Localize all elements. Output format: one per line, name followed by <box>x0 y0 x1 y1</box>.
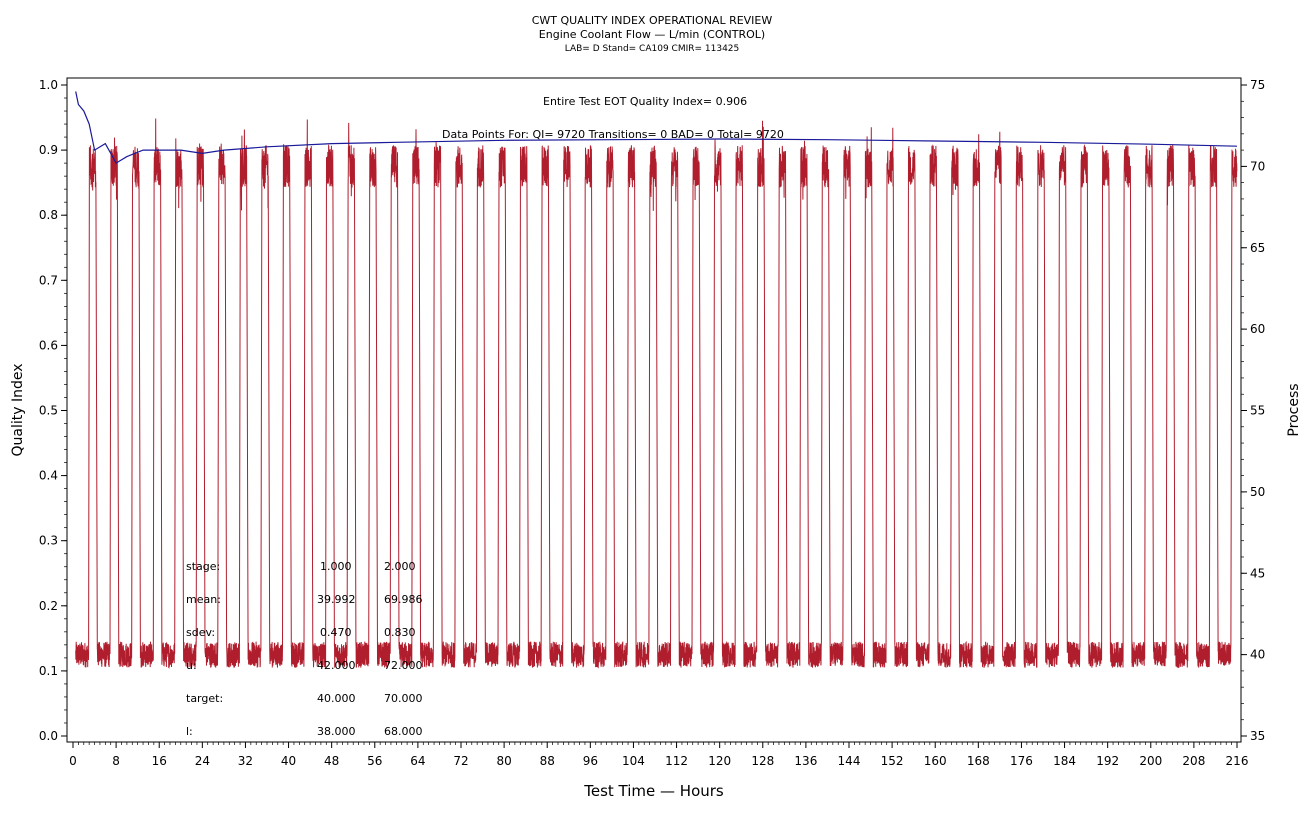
x-tick-label: 16 <box>152 754 167 768</box>
y-tick-label: 0.0 <box>39 729 58 743</box>
stat-value: 38.000 <box>317 725 356 738</box>
stat-label: target: <box>186 692 224 705</box>
x-tick-label: 112 <box>665 754 688 768</box>
axes: 0 8 16 24 32 40 48 56 64 72 80 88 96 104 112 120 128 136 1… <box>39 78 1265 768</box>
x-tick-label: 200 <box>1139 754 1162 768</box>
chart-subtitle: Engine Coolant Flow — L/min (CONTROL) <box>538 28 766 41</box>
x-tick-label: 96 <box>583 754 598 768</box>
y2-tick-label: 35 <box>1250 729 1265 743</box>
x-tick-label: 80 <box>496 754 511 768</box>
y-axis-label: Quality Index <box>10 363 26 457</box>
stat-value: 39.992 <box>317 593 356 606</box>
y2-tick-label: 75 <box>1250 78 1265 92</box>
x-tick-label: 72 <box>453 754 468 768</box>
y2-tick-label: 55 <box>1250 404 1265 418</box>
stat-label: u: <box>186 659 197 672</box>
x-tick-label: 152 <box>881 754 904 768</box>
y-tick-label: 1.0 <box>39 78 58 92</box>
x-tick-label: 120 <box>708 754 731 768</box>
y-tick-label: 0.3 <box>39 534 58 548</box>
stat-label: stage: <box>186 560 221 573</box>
x-tick-label: 32 <box>238 754 253 768</box>
process-series <box>75 118 1238 669</box>
x-tick-label: 88 <box>540 754 555 768</box>
x-tick-label: 24 <box>195 754 210 768</box>
chart-meta: LAB= D Stand= CA109 CMIR= 113425 <box>564 44 740 54</box>
x-tick-label: 8 <box>112 754 120 768</box>
quality-index-annotation: Entire Test EOT Quality Index= 0.906 <box>543 95 748 108</box>
chart-title: CWT QUALITY INDEX OPERATIONAL REVIEW <box>531 14 773 27</box>
y-tick-label: 0.8 <box>39 208 58 222</box>
y2-tick-label: 60 <box>1250 322 1265 336</box>
x-tick-label: 128 <box>751 754 774 768</box>
y-tick-label: 0.2 <box>39 599 58 613</box>
y2-axis-label: Process <box>1286 383 1302 437</box>
stat-value: 1.000 <box>320 560 352 573</box>
data-points-annotation: Data Points For: QI= 9720 Transitions= 0… <box>442 128 784 141</box>
x-tick-label: 56 <box>367 754 382 768</box>
x-tick-label: 136 <box>794 754 817 768</box>
x-tick-label: 104 <box>622 754 645 768</box>
stat-label: mean: <box>186 593 221 606</box>
y-tick-label: 0.7 <box>39 273 58 287</box>
y-tick-label: 0.9 <box>39 143 58 157</box>
y2-tick-label: 65 <box>1250 241 1265 255</box>
stat-label: sdev: <box>186 626 216 639</box>
stat-value: 69.986 <box>384 593 423 606</box>
x-tick-label: 208 <box>1182 754 1205 768</box>
y2-tick-label: 70 <box>1250 159 1265 173</box>
stat-value: 0.470 <box>320 626 352 639</box>
y-tick-label: 0.1 <box>39 664 58 678</box>
y2-tick-label: 40 <box>1250 648 1265 662</box>
x-tick-label: 184 <box>1053 754 1076 768</box>
x-tick-label: 192 <box>1096 754 1119 768</box>
quality-index-series <box>75 91 1238 164</box>
x-tick-label: 216 <box>1226 754 1249 768</box>
y2-tick-label: 50 <box>1250 485 1265 499</box>
stat-value: 68.000 <box>384 725 423 738</box>
y-tick-label: 0.6 <box>39 338 58 352</box>
y2-tick-label: 45 <box>1250 566 1265 580</box>
x-tick-label: 64 <box>410 754 425 768</box>
y-tick-label: 0.5 <box>39 404 58 418</box>
quality-index-line <box>75 91 1238 164</box>
x-tick-label: 176 <box>1010 754 1033 768</box>
x-tick-label: 48 <box>324 754 339 768</box>
stat-value: 72.000 <box>384 659 423 672</box>
stat-label: l: <box>186 725 193 738</box>
process-line <box>75 118 1238 669</box>
stat-value: 40.000 <box>317 692 356 705</box>
y-tick-label: 0.4 <box>39 469 58 483</box>
stat-value: 42.000 <box>317 659 356 672</box>
x-axis-label: Test Time — Hours <box>584 782 724 800</box>
x-tick-label: 160 <box>924 754 947 768</box>
x-tick-label: 0 <box>69 754 77 768</box>
stat-value: 2.000 <box>384 560 416 573</box>
stat-value: 70.000 <box>384 692 423 705</box>
x-tick-label: 40 <box>281 754 296 768</box>
x-tick-label: 144 <box>838 754 861 768</box>
stat-value: 0.830 <box>384 626 416 639</box>
x-tick-label: 168 <box>967 754 990 768</box>
